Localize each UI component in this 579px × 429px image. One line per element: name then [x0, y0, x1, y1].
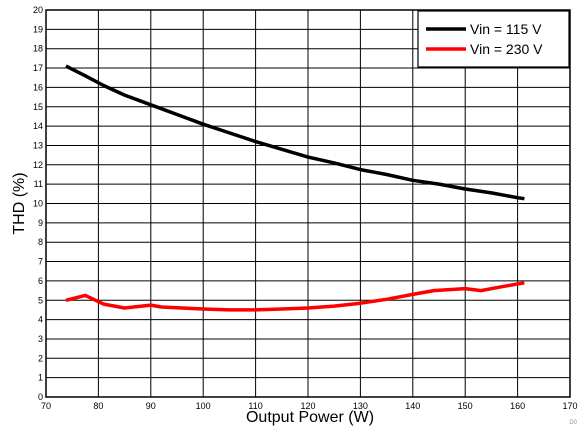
- y-tick-label: 4: [38, 315, 43, 325]
- y-tick-label: 12: [33, 160, 43, 170]
- y-tick-label: 7: [38, 257, 43, 267]
- x-tick-label: 150: [458, 401, 473, 411]
- y-tick-label: 15: [33, 102, 43, 112]
- y-tick-label: 9: [38, 218, 43, 228]
- y-tick-label: 3: [38, 334, 43, 344]
- y-tick-label: 13: [33, 140, 43, 150]
- y-tick-label: 2: [38, 353, 43, 363]
- y-tick-label: 5: [38, 295, 43, 305]
- y-axis-title: THD (%): [11, 172, 28, 234]
- y-tick-label: 11: [34, 179, 43, 189]
- x-tick-label: 140: [405, 401, 420, 411]
- x-tick-labels: 70 80 90 100 110 120 130 140 150 160 170: [41, 401, 578, 411]
- grid-lines: [46, 10, 570, 397]
- x-tick-label: 130: [353, 401, 368, 411]
- y-tick-label: 1: [38, 373, 43, 383]
- x-tick-label: 160: [510, 401, 525, 411]
- y-tick-label: 18: [33, 44, 43, 54]
- x-tick-label: 90: [146, 401, 156, 411]
- y-tick-label: 16: [33, 82, 43, 92]
- y-tick-label: 10: [33, 199, 43, 209]
- y-tick-label: 20: [33, 5, 43, 15]
- x-tick-label: 100: [196, 401, 211, 411]
- legend-box: [417, 10, 570, 68]
- y-tick-label: 8: [38, 237, 43, 247]
- y-tick-label: 17: [33, 63, 43, 73]
- legend-label-2: Vin = 230 V: [470, 41, 543, 57]
- y-tick-label: 19: [33, 24, 43, 34]
- series-line-2: [65, 281, 525, 312]
- x-tick-label: 70: [41, 401, 51, 411]
- x-tick-label: 80: [93, 401, 103, 411]
- legend-label-1: Vin = 115 V: [470, 21, 542, 37]
- x-tick-label: 170: [562, 401, 577, 411]
- corner-tag: D0: [569, 420, 577, 426]
- x-tick-label: 110: [248, 401, 262, 411]
- x-tick-label: 120: [300, 401, 315, 411]
- plot-frame: [45, 9, 571, 398]
- x-axis-title: Output Power (W): [246, 409, 374, 426]
- y-tick-label: 0: [38, 392, 43, 402]
- y-tick-label: 14: [33, 121, 43, 131]
- series-lines: [65, 64, 525, 312]
- legend: Vin = 115 V Vin = 230 V: [417, 10, 570, 68]
- y-tick-label: 6: [38, 276, 43, 286]
- series-line-1: [65, 64, 525, 201]
